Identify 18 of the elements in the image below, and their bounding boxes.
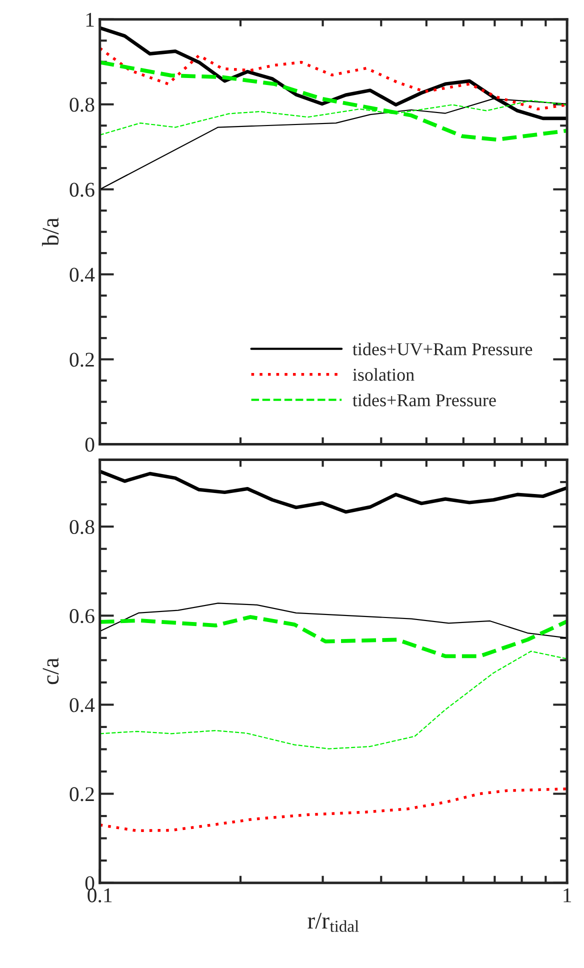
- y-tick-label: 0: [85, 876, 94, 890]
- legend-label: tides+Ram Pressure: [352, 394, 496, 406]
- y-tick-label: 0.4: [70, 268, 95, 282]
- y-tick-label: 0.2: [70, 352, 94, 367]
- y-axis-title: b/a: [42, 218, 59, 246]
- y-axis-title: c/a: [42, 658, 59, 684]
- legend-label: tides+UV+Ram Pressure: [352, 342, 532, 356]
- y-tick-label: 0.6: [70, 609, 94, 624]
- y-tick-label: 0.2: [70, 787, 94, 802]
- x-axis-title: r/r$_{tidal}$: [308, 912, 359, 932]
- y-tick-label: 0.8: [70, 98, 94, 112]
- x-tick-label: 0.1: [88, 888, 112, 902]
- y-tick-label: 1: [86, 12, 94, 27]
- y-tick-label: 0.6: [70, 182, 94, 197]
- legend-label: isolation: [352, 368, 414, 381]
- y-tick-label: 0.8: [70, 520, 94, 534]
- y-tick-label: 0: [85, 438, 94, 452]
- y-tick-label: 0.4: [70, 698, 95, 712]
